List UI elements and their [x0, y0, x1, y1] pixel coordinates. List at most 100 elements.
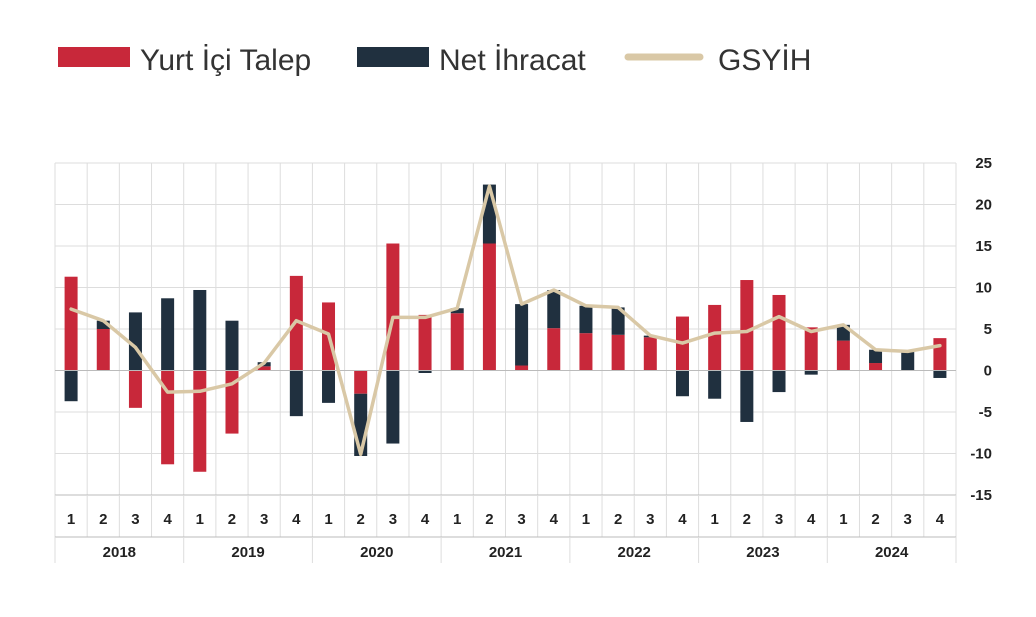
x-tick-quarter: 4: [936, 511, 945, 528]
y-tick-label: -15: [970, 487, 992, 504]
bar-net-exports: [804, 370, 818, 375]
bar-domestic-demand: [96, 329, 110, 371]
y-tick-label: 15: [975, 238, 992, 255]
legend-item-net-exports: Net İhracat: [357, 44, 586, 77]
bar-net-exports: [128, 312, 142, 371]
x-tick-quarter: 3: [260, 511, 268, 528]
bar-domestic-demand: [386, 243, 400, 371]
x-tick-quarter: 1: [839, 511, 847, 528]
bar-domestic-demand: [515, 365, 529, 371]
bar-domestic-demand: [354, 370, 368, 394]
bar-net-exports: [386, 370, 400, 444]
bar-net-exports: [225, 320, 239, 371]
bar-net-exports: [482, 184, 496, 244]
bar-net-exports: [96, 320, 110, 329]
x-tick-year: 2018: [103, 544, 136, 561]
y-tick-label: -10: [970, 446, 992, 463]
x-tick-year: 2019: [231, 544, 264, 561]
bar-net-exports: [579, 305, 593, 334]
bar-domestic-demand: [128, 370, 142, 408]
legend: Yurt İçi Talep Net İhracat GSYİH: [58, 44, 811, 77]
bar-domestic-demand: [257, 366, 271, 371]
bar-domestic-demand: [193, 370, 207, 472]
bar-domestic-demand: [450, 313, 464, 371]
bar-net-exports: [611, 307, 625, 335]
bar-net-exports: [450, 308, 464, 314]
bar-domestic-demand: [740, 280, 754, 371]
x-tick-year: 2020: [360, 544, 393, 561]
bar-net-exports: [933, 370, 947, 378]
legend-swatch-net-exports: [357, 47, 429, 67]
x-tick-quarter: 1: [710, 511, 718, 528]
bar-net-exports: [289, 370, 303, 417]
bar-net-exports: [193, 289, 207, 371]
bar-net-exports: [354, 393, 368, 456]
x-tick-quarter: 4: [550, 511, 559, 528]
x-tick-quarter: 4: [292, 511, 301, 528]
y-tick-label: 5: [984, 321, 992, 338]
bar-net-exports: [418, 370, 432, 373]
x-tick-quarter: 1: [324, 511, 332, 528]
bar-domestic-demand: [708, 304, 722, 371]
x-tick-quarter: 2: [871, 511, 879, 528]
x-tick-quarter: 3: [646, 511, 654, 528]
x-tick-year: 2021: [489, 544, 522, 561]
bar-net-exports: [64, 370, 78, 402]
x-tick-quarter: 3: [389, 511, 397, 528]
y-axis: 25 20 15 10 5 0 -5 -10 -15: [970, 155, 992, 504]
x-tick-quarter: 4: [807, 511, 816, 528]
bar-domestic-demand: [547, 328, 561, 371]
gdp-line: [69, 184, 942, 457]
gdp-line-series: [69, 184, 942, 457]
y-tick-label: 20: [975, 197, 992, 214]
bar-domestic-demand: [482, 243, 496, 371]
bar-net-exports: [515, 304, 529, 366]
y-tick-label: 0: [984, 363, 992, 380]
legend-item-gdp: GSYİH: [624, 44, 811, 77]
bar-domestic-demand: [772, 294, 786, 371]
bar-net-exports: [161, 298, 175, 371]
bar-net-exports: [547, 289, 561, 329]
bar-domestic-demand: [869, 363, 883, 371]
bar-domestic-demand: [804, 327, 818, 371]
x-tick-quarter: 2: [99, 511, 107, 528]
legend-label-domestic-demand: Yurt İçi Talep: [140, 44, 311, 77]
x-tick-quarter: 4: [678, 511, 687, 528]
bar-domestic-demand: [933, 338, 947, 371]
x-tick-quarter: 2: [614, 511, 622, 528]
x-tick-quarter: 3: [517, 511, 525, 528]
bar-net-exports: [675, 370, 689, 397]
bar-net-exports: [772, 370, 786, 393]
bar-domestic-demand: [418, 314, 432, 371]
x-tick-quarter: 1: [67, 511, 75, 528]
x-tick-quarter: 1: [453, 511, 461, 528]
bar-net-exports: [708, 370, 722, 399]
x-tick-year: 2024: [875, 544, 909, 561]
x-axis: 1 2 3 4 1 2 3 4 1 2 3 4 1 2 3 4 1 2 3 4 1 2 3 4 1 2 3 4 2018 2019 2020…: [54, 494, 957, 563]
x-tick-quarter: 3: [775, 511, 783, 528]
bar-net-exports: [901, 351, 915, 371]
legend-label-gdp: GSYİH: [718, 44, 811, 77]
bar-net-exports: [740, 370, 754, 422]
x-tick-quarter: 3: [131, 511, 139, 528]
y-tick-label: -5: [979, 404, 992, 421]
bar-domestic-demand: [161, 370, 175, 465]
x-tick-quarter: 2: [357, 511, 365, 528]
x-tick-year: 2022: [618, 544, 651, 561]
y-tick-label: 25: [975, 155, 992, 172]
bar-net-exports: [322, 370, 336, 403]
x-tick-quarter: 3: [904, 511, 912, 528]
bar-domestic-demand: [836, 340, 850, 371]
x-tick-quarter: 2: [228, 511, 236, 528]
bar-domestic-demand: [64, 276, 78, 371]
legend-swatch-domestic-demand: [58, 47, 130, 67]
bar-series: [64, 184, 947, 472]
bar-domestic-demand: [643, 337, 657, 371]
x-tick-quarter: 2: [485, 511, 493, 528]
bar-domestic-demand: [579, 333, 593, 371]
bar-domestic-demand: [611, 334, 625, 371]
legend-item-domestic-demand: Yurt İçi Talep: [58, 44, 311, 77]
x-tick-year: 2023: [746, 544, 779, 561]
